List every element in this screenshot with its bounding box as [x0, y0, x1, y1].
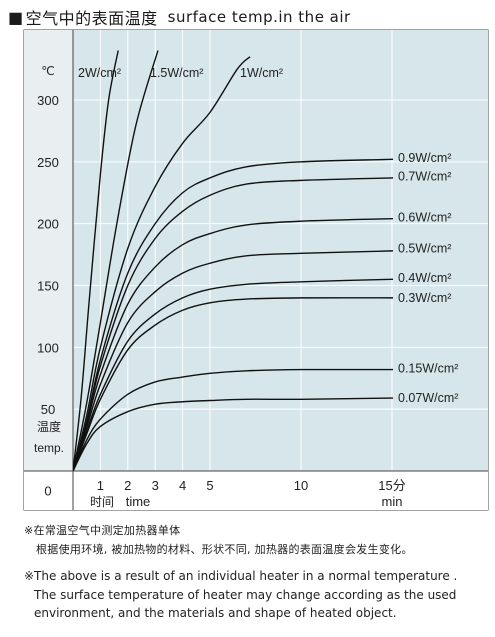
- footnotes: ※在常温空气中测定加热器单体 根据使用环境, 被加热物的材料、形状不同, 加热器…: [24, 522, 489, 623]
- note-en-1: ※The above is a result of an individual …: [24, 569, 458, 583]
- x-tick-label: 15分: [378, 478, 405, 493]
- note-cn-1: ※在常温空气中测定加热器单体: [24, 524, 181, 537]
- x-tick-label: 1: [97, 478, 104, 493]
- chart: 2W/cm² 1.5W/cm² 1W/cm² 0.9W/cm² 0.7W/cm² 0.6W…: [23, 29, 489, 511]
- series-line: [73, 368, 393, 471]
- series-line: [73, 50, 159, 471]
- series-label: 0.3W/cm²: [398, 291, 451, 305]
- x-tick-label: 10: [294, 478, 308, 493]
- series-line: [73, 297, 393, 471]
- series-line: [73, 217, 393, 471]
- series-line: [73, 56, 251, 471]
- title-en: surface temp.in the air: [167, 8, 351, 26]
- series-label: 0.5W/cm²: [398, 241, 451, 255]
- x-unit-label: min: [382, 494, 403, 509]
- y-axis-panel: [24, 30, 73, 471]
- x-tick-label: 5: [206, 478, 213, 493]
- chart-title: ■ 空气中的表面温度 surface temp.in the air: [8, 4, 351, 30]
- title-cn: 空气中的表面温度: [25, 9, 158, 28]
- x-tick-label: 4: [179, 478, 186, 493]
- x-tick-label: 2: [124, 478, 131, 493]
- series-line: [73, 177, 393, 471]
- series-line: [73, 250, 393, 471]
- y-tick-label: 100: [37, 340, 59, 355]
- y-axis-label-cn: 温度: [37, 419, 61, 434]
- series-line: [73, 50, 119, 471]
- note-cn-2: 根据使用环境, 被加热物的材料、形状不同, 加热器的表面温度会发生变化。: [36, 542, 413, 556]
- series-line: [73, 278, 393, 471]
- series-label: 1W/cm²: [240, 66, 283, 80]
- series-line: [73, 158, 393, 471]
- y-tick-label: 250: [37, 155, 59, 170]
- note-en-2: The surface temperature of heater may ch…: [34, 587, 457, 602]
- y-tick-label: 150: [37, 279, 59, 294]
- x-tick-label: 3: [152, 478, 159, 493]
- title-marker: ■: [8, 7, 24, 27]
- series-line: [73, 397, 393, 471]
- series-label: 1.5W/cm²: [150, 66, 203, 80]
- y-axis-label-en: temp.: [34, 441, 64, 455]
- y-tick-label: 50: [41, 402, 55, 417]
- x-axis-label-cn: 时间: [90, 495, 114, 509]
- series-label: 0.15W/cm²: [398, 361, 458, 375]
- x-axis-panel: [24, 471, 488, 510]
- series-label: 0.6W/cm²: [398, 210, 451, 224]
- series-label: 2W/cm²: [78, 66, 121, 80]
- series-label: 0.07W/cm²: [398, 391, 458, 405]
- y-unit-label: ℃: [41, 64, 54, 78]
- series-label: 0.7W/cm²: [398, 170, 451, 184]
- y-tick-label: 0: [44, 484, 51, 499]
- y-tick-label: 200: [37, 217, 59, 232]
- series-label: 0.4W/cm²: [398, 271, 451, 285]
- x-axis-label-en: time: [126, 494, 151, 509]
- y-tick-label: 300: [37, 93, 59, 108]
- note-en-3: environment, and the materials and shape…: [34, 606, 397, 620]
- series-label: 0.9W/cm²: [398, 151, 451, 165]
